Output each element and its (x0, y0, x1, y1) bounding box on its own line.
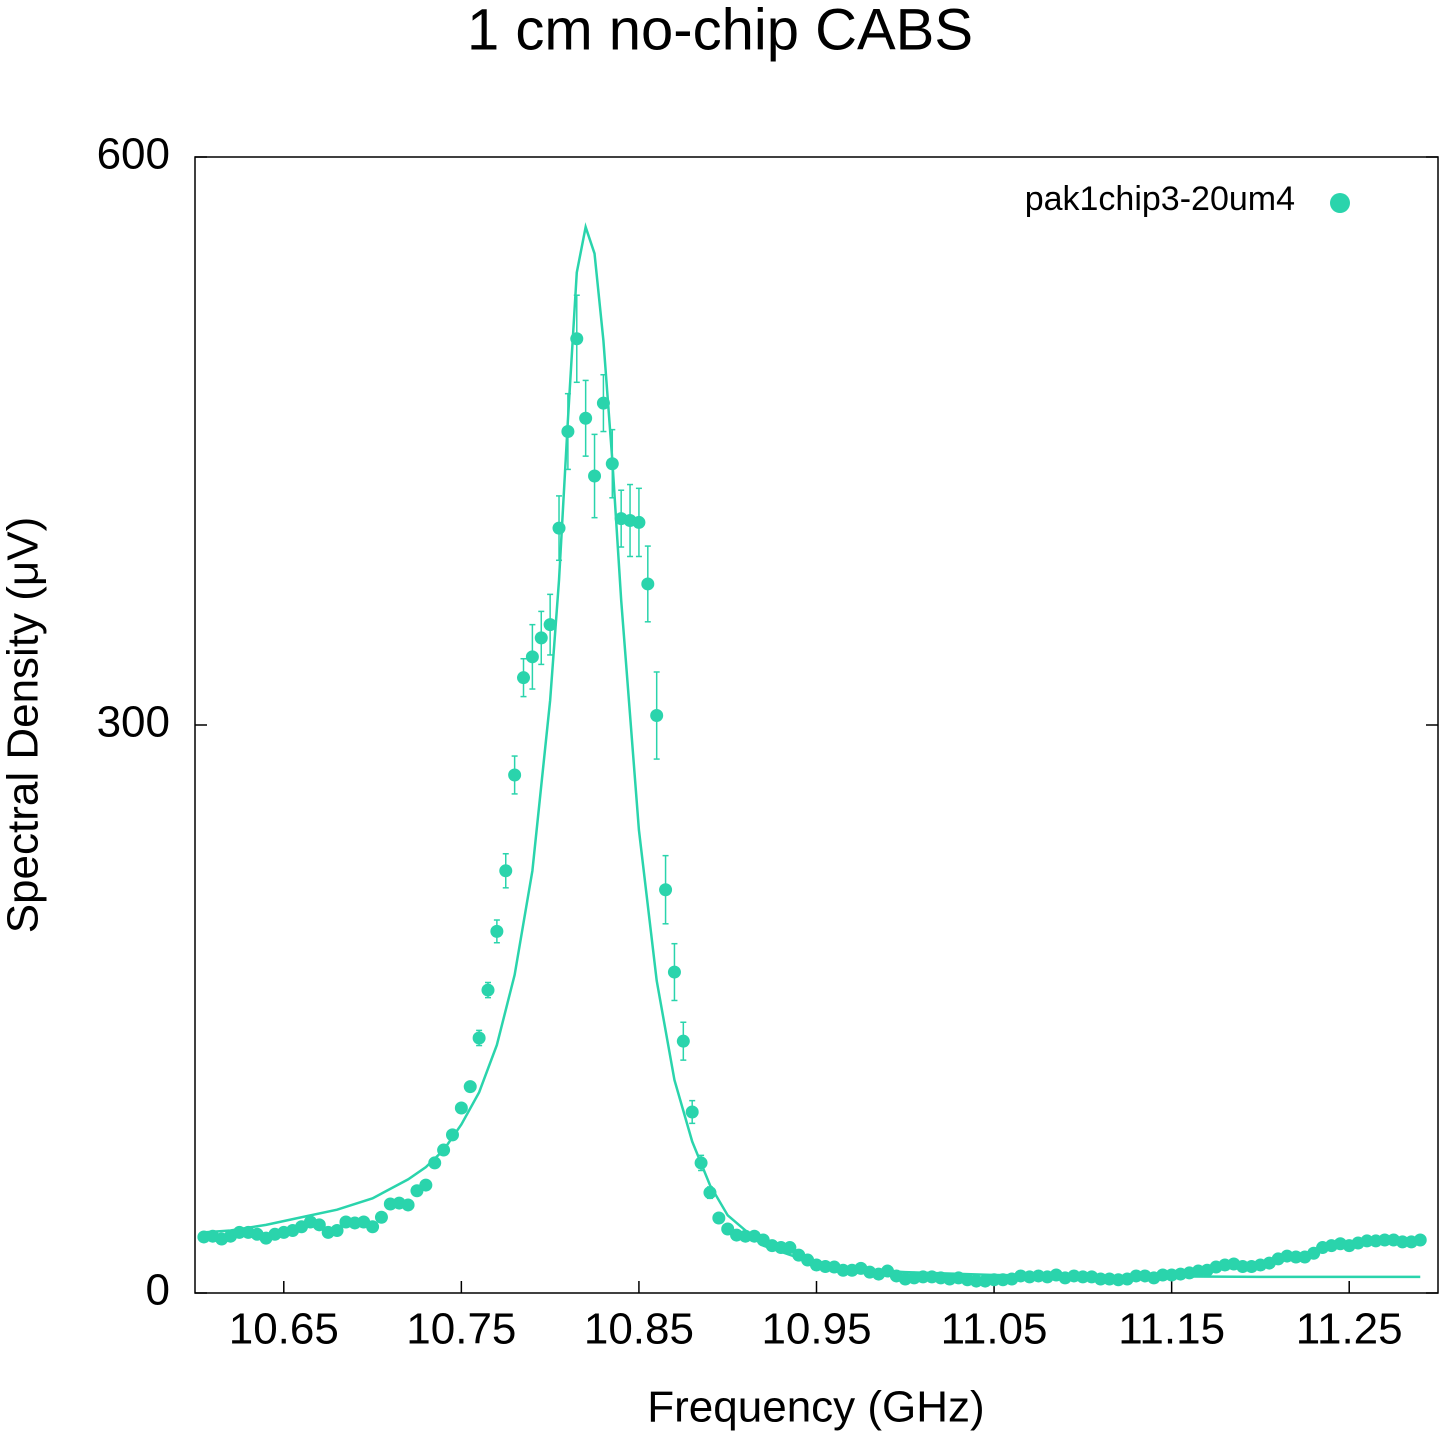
data-point (472, 1031, 486, 1045)
data-point (588, 469, 602, 483)
data-point (1413, 1233, 1427, 1247)
data-point (517, 671, 531, 685)
data-point (419, 1178, 433, 1192)
data-point (481, 983, 495, 997)
x-tick-label: 11.15 (1118, 1305, 1225, 1354)
data-point (650, 709, 664, 723)
x-axis-label: Frequency (GHz) (647, 1383, 984, 1432)
data-point (508, 768, 522, 782)
data-point (667, 965, 681, 979)
data-point (641, 577, 655, 591)
data-point (428, 1156, 442, 1170)
y-axis-label: Spectral Density (μV) (0, 517, 48, 934)
data-point (579, 411, 593, 425)
y-tick-label: 0 (146, 1266, 170, 1315)
x-tick-label: 10.65 (229, 1305, 339, 1354)
data-point (685, 1105, 699, 1119)
data-point (490, 924, 504, 938)
data-point (312, 1218, 326, 1232)
data-point (499, 864, 513, 878)
data-point (676, 1034, 690, 1048)
data-point (330, 1224, 344, 1238)
data-point (632, 515, 646, 529)
data-point (374, 1210, 388, 1224)
data-point (525, 650, 539, 664)
data-point (659, 883, 673, 897)
data-point (463, 1080, 477, 1094)
x-tick-label: 11.25 (1296, 1305, 1403, 1354)
x-tick-label: 11.05 (941, 1305, 1048, 1354)
legend-marker (1330, 193, 1350, 213)
data-point (534, 631, 548, 645)
fit-line (203, 222, 1421, 1279)
x-tick-label: 10.95 (761, 1305, 871, 1354)
data-point (366, 1220, 380, 1234)
chart-title: 1 cm no-chip CABS (467, 0, 973, 62)
x-tick-label: 10.75 (406, 1305, 516, 1354)
plot-frame (194, 156, 1439, 1294)
data-point (401, 1198, 415, 1212)
legend-label: pak1chip3-20um4 (1025, 180, 1295, 218)
y-tick-label: 300 (97, 698, 170, 747)
data-point (552, 521, 566, 535)
data-point (454, 1101, 468, 1115)
y-tick-label: 600 (97, 130, 170, 179)
data-point (543, 618, 557, 632)
data-point (712, 1211, 726, 1225)
x-tick-label: 10.85 (584, 1305, 694, 1354)
data-point (783, 1241, 797, 1255)
